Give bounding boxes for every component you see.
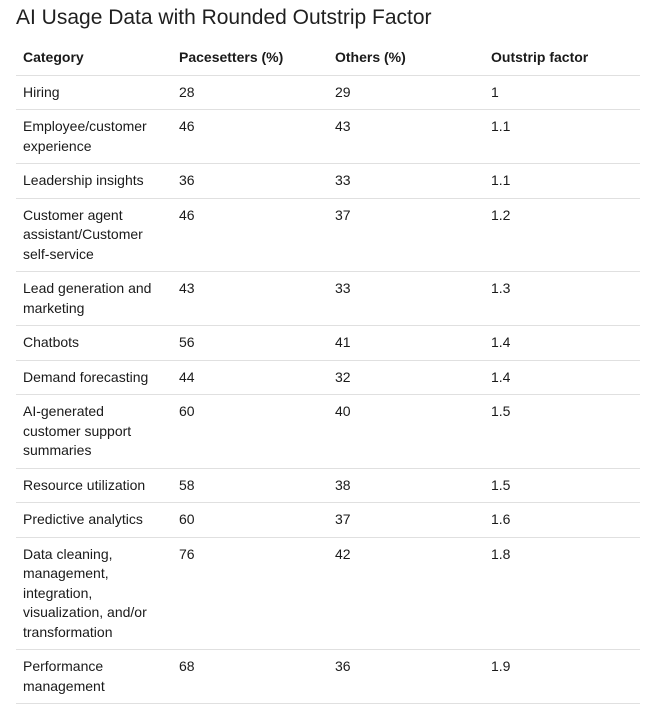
table-row: Customer agent assistant/Customer self-s… [16,198,640,272]
header-outstrip-factor: Outstrip factor [484,40,640,76]
page-title: AI Usage Data with Rounded Outstrip Fact… [16,6,432,29]
cell-outstrip-factor: 1.6 [484,502,640,538]
table-row: Predictive analytics 60 37 1.6 [16,502,640,538]
table-row: Lead generation and marketing 43 33 1.3 [16,271,640,326]
cell-pacesetters: 46 [172,109,328,164]
cell-category: Data cleaning, management, integration, … [16,537,172,650]
cell-others: 42 [328,537,484,650]
cell-outstrip-factor: 1.1 [484,109,640,164]
cell-others: 40 [328,394,484,469]
cell-category: Employee/customer experience [16,109,172,164]
cell-category: Lead generation and marketing [16,271,172,326]
table-row: Chatbots 56 41 1.4 [16,325,640,361]
cell-pacesetters: 60 [172,394,328,469]
table-row: AI-generated customer support summaries … [16,394,640,469]
header-category: Category [16,40,172,76]
cell-outstrip-factor: 1.4 [484,325,640,361]
cell-others: 33 [328,163,484,199]
cell-outstrip-factor: 1.5 [484,468,640,503]
cell-others: 32 [328,360,484,395]
cell-category: Resource utilization [16,468,172,503]
cell-pacesetters: 68 [172,649,328,704]
cell-others: 36 [328,649,484,704]
table-header-row: Category Pacesetters (%) Others (%) Outs… [16,40,640,76]
table-row: Leadership insights 36 33 1.1 [16,163,640,199]
cell-others: 29 [328,75,484,110]
cell-others: 37 [328,198,484,272]
cell-outstrip-factor: 1.4 [484,360,640,395]
table-row: Data cleaning, management, integration, … [16,537,640,650]
cell-pacesetters: 36 [172,163,328,199]
cell-category: Demand forecasting [16,360,172,395]
cell-outstrip-factor: 1.2 [484,198,640,272]
cell-pacesetters: 58 [172,468,328,503]
cell-category: Customer agent assistant/Customer self-s… [16,198,172,272]
cell-others: 38 [328,468,484,503]
cell-pacesetters: 56 [172,325,328,361]
cell-outstrip-factor: 1.1 [484,163,640,199]
cell-outstrip-factor: 1.9 [484,649,640,704]
cell-others: 37 [328,502,484,538]
cell-pacesetters: 46 [172,198,328,272]
cell-category: Predictive analytics [16,502,172,538]
table-row: Performance management 68 36 1.9 [16,649,640,704]
cell-category: Performance management [16,649,172,704]
cell-outstrip-factor: 1.8 [484,537,640,650]
cell-outstrip-factor: 1.3 [484,271,640,326]
table-row: Demand forecasting 44 32 1.4 [16,360,640,395]
table-row: Employee/customer experience 46 43 1.1 [16,109,640,164]
header-others: Others (%) [328,40,484,76]
cell-category: Chatbots [16,325,172,361]
cell-category: Hiring [16,75,172,110]
cell-pacesetters: 28 [172,75,328,110]
table-row: Hiring 28 29 1 [16,75,640,110]
cell-pacesetters: 76 [172,537,328,650]
cell-category: AI-generated customer support summaries [16,394,172,469]
cell-others: 33 [328,271,484,326]
cell-pacesetters: 60 [172,502,328,538]
cell-category: Leadership insights [16,163,172,199]
cell-pacesetters: 43 [172,271,328,326]
cell-pacesetters: 44 [172,360,328,395]
cell-outstrip-factor: 1 [484,75,640,110]
table-row: Resource utilization 58 38 1.5 [16,468,640,503]
data-table: Category Pacesetters (%) Others (%) Outs… [16,40,640,704]
header-pacesetters: Pacesetters (%) [172,40,328,76]
cell-others: 41 [328,325,484,361]
data-table-container: Category Pacesetters (%) Others (%) Outs… [16,40,640,704]
cell-outstrip-factor: 1.5 [484,394,640,469]
cell-others: 43 [328,109,484,164]
